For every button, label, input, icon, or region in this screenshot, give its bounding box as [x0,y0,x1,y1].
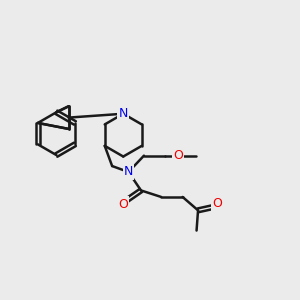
Text: O: O [173,149,183,162]
Text: N: N [124,166,133,178]
Text: N: N [118,107,128,120]
Text: O: O [212,197,222,210]
Text: O: O [118,198,128,211]
